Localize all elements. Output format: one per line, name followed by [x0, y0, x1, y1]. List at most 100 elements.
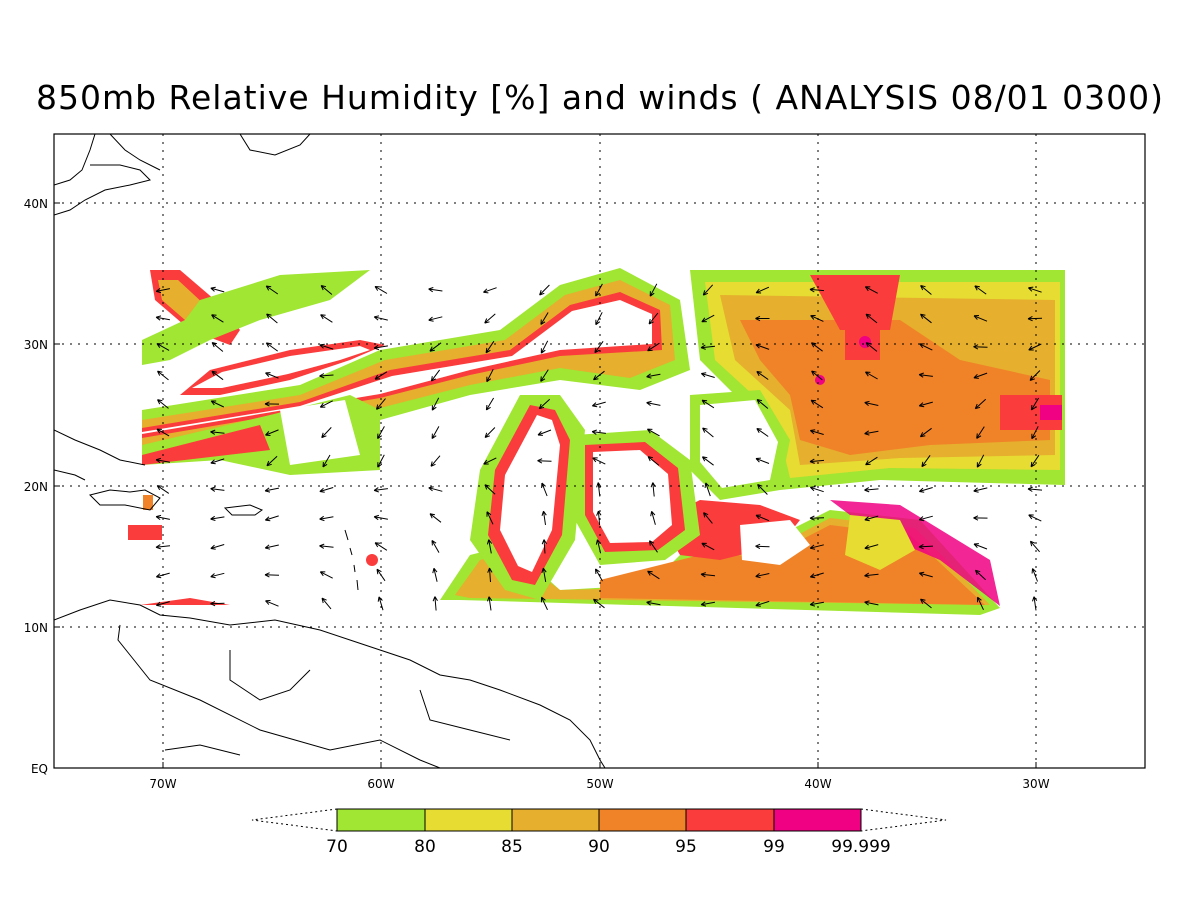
wind-arrow	[431, 397, 440, 411]
wind-arrow	[595, 568, 603, 582]
wind-arrow	[809, 287, 825, 293]
wind-arrow	[155, 514, 170, 520]
wind-arrow	[428, 486, 443, 492]
wind-arrow	[595, 283, 603, 297]
wind-arrow	[921, 455, 931, 468]
wind-arrow	[755, 514, 770, 522]
wind-arrow	[592, 457, 606, 465]
wind-arrow	[864, 400, 879, 406]
wind-arrow	[428, 316, 443, 322]
wind-arrow	[594, 341, 604, 354]
wind-arrow	[319, 543, 334, 549]
wind-arrow	[541, 482, 548, 497]
wind-arrow	[919, 343, 933, 351]
wind-arrow	[374, 286, 388, 294]
wind-arrow	[701, 542, 715, 551]
wind-arrow	[704, 482, 711, 497]
wind-arrow	[809, 515, 825, 521]
colorbar-swatch-85-90	[511, 808, 600, 832]
colorbar-swatch-80-85	[424, 808, 513, 832]
wind-arrow	[373, 344, 388, 351]
wind-arrow	[865, 456, 878, 466]
wind-arrow	[429, 513, 442, 523]
wind-arrow	[155, 544, 171, 550]
wind-arrow	[809, 458, 825, 464]
colorbar-swatch-70-80	[336, 808, 426, 832]
wind-arrow	[155, 457, 170, 464]
wind-arrow	[1031, 426, 1039, 440]
wind-arrow	[918, 487, 933, 493]
wind-arrow	[210, 458, 225, 465]
wind-arrow	[1032, 596, 1038, 611]
graticule	[54, 134, 1145, 768]
wind-arrow	[920, 598, 932, 609]
wind-arrow	[974, 285, 987, 295]
wind-arrow	[540, 340, 549, 354]
wind-arrow	[755, 600, 770, 607]
wind-arrow	[809, 486, 824, 493]
wind-arrow	[595, 312, 603, 326]
lon-label-60w: 60W	[367, 777, 394, 791]
wind-arrow	[265, 600, 279, 607]
wind-arrow	[756, 371, 769, 380]
colorbar-swatch-99-99999	[773, 808, 862, 832]
wind-arrow	[430, 369, 441, 382]
wind-arrow	[210, 286, 225, 293]
wind-arrow	[321, 597, 332, 610]
wind-arrow	[646, 400, 661, 406]
colorbar-label-80: 80	[414, 837, 436, 857]
wind-arrow	[1031, 568, 1038, 582]
wind-arrow	[700, 344, 716, 350]
wind-arrow	[864, 371, 878, 380]
wind-arrow	[810, 399, 824, 409]
wind-arrow	[1030, 397, 1040, 411]
wind-arrow	[266, 455, 278, 467]
wind-arrow	[973, 315, 988, 322]
wind-arrow	[485, 397, 495, 411]
wind-arrow	[319, 400, 333, 408]
wind-arrow	[430, 455, 441, 467]
wind-arrow	[810, 315, 824, 322]
wind-arrow	[757, 484, 768, 495]
wind-arrow	[920, 313, 932, 324]
wind-arrow	[484, 484, 496, 495]
wind-arrow	[1027, 315, 1043, 322]
wind-arrow	[429, 342, 442, 352]
wind-arrow	[210, 572, 225, 579]
wind-arrow	[701, 314, 715, 323]
wind-arrow	[210, 486, 225, 492]
wind-arrow	[809, 429, 824, 435]
wind-arrow	[156, 428, 170, 437]
wind-arrow	[593, 370, 605, 381]
lat-label-30n: 30N	[24, 338, 48, 352]
wind-arrow	[265, 342, 278, 352]
wind-arrow	[321, 427, 332, 439]
wind-arrow	[700, 572, 716, 578]
wind-arrow	[539, 284, 550, 296]
wind-arrow	[809, 601, 824, 607]
wind-arrow	[373, 514, 388, 521]
wind-arrow	[974, 398, 987, 410]
wind-arrow	[755, 457, 770, 464]
wind-arrow	[373, 487, 388, 493]
wind-arrow	[702, 427, 714, 438]
wind-arrow	[211, 370, 224, 381]
lon-label-50w: 50W	[586, 777, 613, 791]
wind-arrow	[264, 572, 280, 578]
wind-arrow	[210, 600, 225, 607]
wind-arrow	[647, 456, 660, 466]
wind-arrow	[432, 596, 438, 611]
wind-arrow	[156, 485, 170, 494]
lat-label-eq: EQ	[31, 762, 48, 776]
wind-arrow	[973, 372, 988, 379]
wind-arrow	[431, 426, 440, 440]
colorbar-right-extension	[860, 808, 947, 832]
wind-arrow	[1028, 514, 1042, 522]
wind-arrow	[541, 539, 547, 554]
wind-arrow	[865, 342, 878, 352]
wind-arrow	[373, 315, 388, 321]
wind-arrow	[155, 601, 170, 607]
wind-arrow	[809, 544, 824, 550]
wind-arrow	[156, 343, 170, 351]
wind-arrow	[486, 539, 493, 554]
